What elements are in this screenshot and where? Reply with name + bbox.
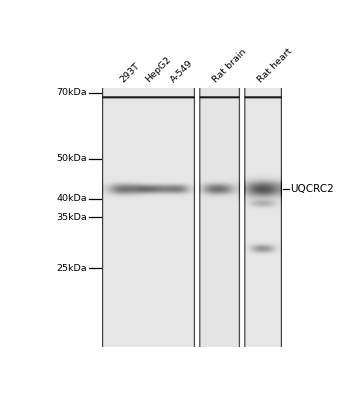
Text: 25kDa: 25kDa (57, 264, 87, 273)
Text: 50kDa: 50kDa (57, 154, 87, 163)
Text: Rat heart: Rat heart (256, 46, 293, 84)
Text: 40kDa: 40kDa (57, 194, 87, 204)
Text: 293T: 293T (118, 61, 142, 84)
Text: 70kDa: 70kDa (57, 88, 87, 97)
Text: Rat brain: Rat brain (211, 47, 248, 84)
Text: 35kDa: 35kDa (56, 213, 87, 222)
Text: HepG2: HepG2 (144, 55, 173, 84)
Text: A-549: A-549 (168, 58, 194, 84)
Text: UQCRC2: UQCRC2 (290, 184, 334, 194)
